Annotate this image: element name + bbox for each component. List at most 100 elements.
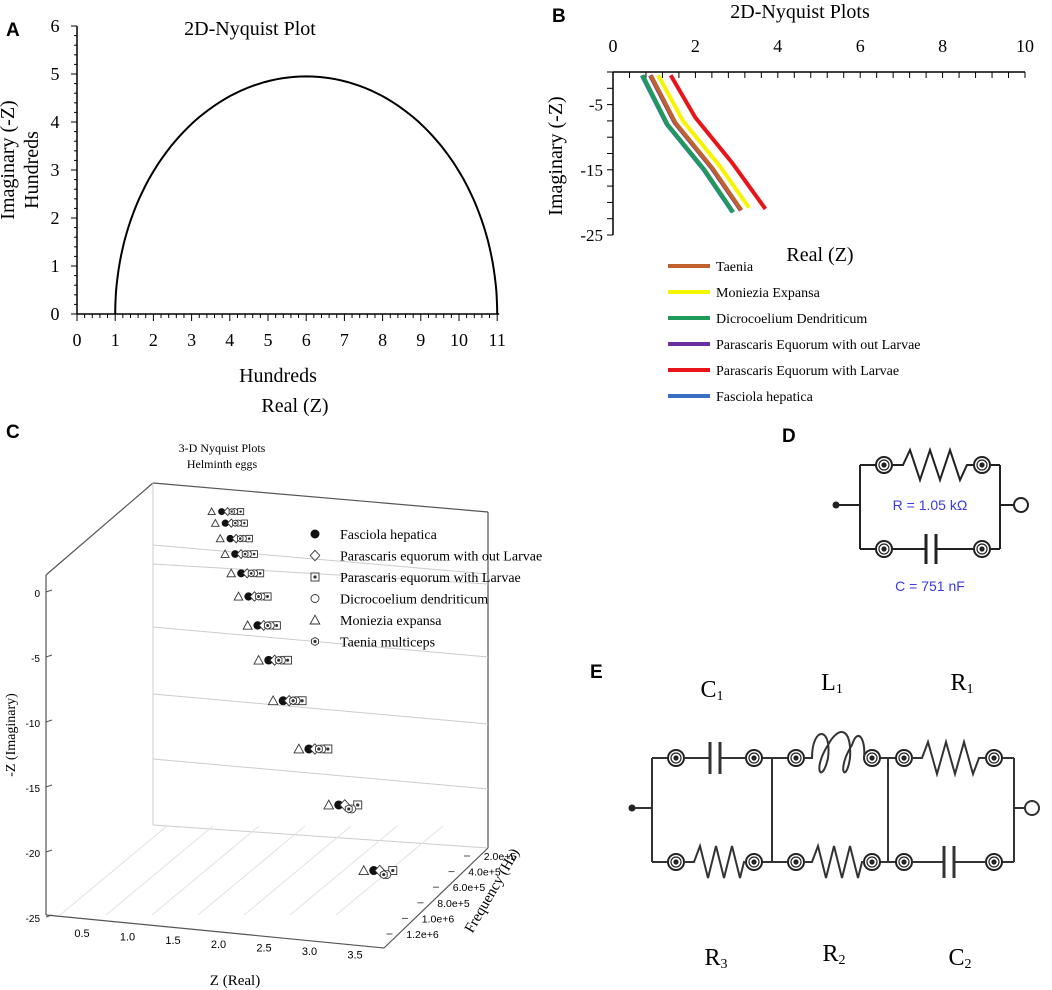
panel-c: C 3-D Nyquist Plots Helminth eggs 0 -5 -10… xyxy=(4,422,542,989)
panel-c-marker-boxed-dot xyxy=(240,519,248,527)
panel-b-x-tick-label: 10 xyxy=(1016,36,1034,56)
panel-e-r2-resistor xyxy=(787,842,881,879)
panel-c-marker-boxed-dot xyxy=(388,866,398,876)
panel-c-marker-triangle xyxy=(233,591,244,601)
panel-b-xlabel: Real (Z) xyxy=(786,244,853,266)
panel-c-z-tick-label: 2.0e+5 xyxy=(484,851,517,863)
panel-b-series-line xyxy=(668,74,768,211)
panel-e-label-r1: R1 xyxy=(950,670,973,697)
panel-c-gridline xyxy=(152,563,489,585)
panel-c-marker-triangle xyxy=(220,549,230,558)
panel-c-ylabel: -Z (Imaginary) xyxy=(4,693,19,777)
panel-a-x-tick-label: 7 xyxy=(340,330,349,350)
panel-c-marker-box-dot xyxy=(266,595,269,598)
panel-e-letter: E xyxy=(590,662,603,683)
panel-c-title: 3-D Nyquist Plots xyxy=(179,441,266,455)
panel-b-x-tick-label: 2 xyxy=(691,36,700,56)
panel-c-marker-triangle xyxy=(226,568,237,578)
panel-b-legend: Taenia Moniezia Expansa Dicrocoelium Dendr… xyxy=(668,260,921,405)
panel-a-x-tick-label: 9 xyxy=(416,330,425,350)
panel-a-xlabel: Real (Z) xyxy=(261,395,328,417)
panel-c-marker-hexagon-dot-center xyxy=(291,699,295,703)
panel-c-legend-label: Parascaris equorum with out Larvae xyxy=(340,550,542,565)
panel-c-marker-hexagon-dot-center xyxy=(257,595,260,598)
panel-b-y-tick-label: -5 xyxy=(589,96,603,115)
panel-c-y-tick xyxy=(45,914,53,918)
panel-c-marker-triangle xyxy=(323,799,335,810)
panel-c-marker-box-dot xyxy=(326,747,330,751)
panel-d-wires xyxy=(836,464,1014,550)
panel-a-x-tick-label: 5 xyxy=(264,330,273,350)
panel-a-x-tick-label: 0 xyxy=(73,330,82,350)
panel-c-y-tick xyxy=(45,784,53,788)
panel-e-input-node xyxy=(628,804,636,812)
panel-c-marker-diamond xyxy=(339,799,351,811)
panel-c-marker-boxed-dot xyxy=(237,508,245,516)
panel-a-x-tick-label: 8 xyxy=(378,330,387,350)
panel-c-marker-hexagon-dot-center xyxy=(238,537,242,540)
panel-c-marker-box-dot xyxy=(239,510,242,513)
panel-c-marker-triangle xyxy=(215,533,225,543)
panel-c-marker-hexagon-dot-center xyxy=(277,658,281,662)
panel-c-frame-line xyxy=(383,847,489,949)
panel-a-letter: A xyxy=(6,20,20,41)
panel-e: E xyxy=(590,662,1040,972)
panel-e-c2-capacitor xyxy=(895,846,1003,878)
panel-c-floor-gridline xyxy=(289,825,398,916)
panel-b-legend-label: Dicrocoelium Dendriticum xyxy=(716,312,867,327)
panel-a-y-tick-label: 6 xyxy=(51,16,60,36)
panel-c-marker-hexagon-dot xyxy=(289,696,297,706)
panel-c-y-tick xyxy=(45,654,53,658)
panel-b-x-tick-label: 0 xyxy=(609,36,618,56)
panel-c-marker-box-dot xyxy=(275,623,279,627)
panel-d-letter: D xyxy=(782,426,796,447)
panel-c-legend-label: Dicrocoelium dendriticum xyxy=(340,593,488,608)
panel-c-frame-line xyxy=(45,914,385,949)
panel-d-resistance-value: R = 1.05 kΩ xyxy=(893,497,968,513)
panel-c-z-tick-label: 1.2e+6 xyxy=(406,929,439,941)
panel-b-y-tick-label: -15 xyxy=(580,161,603,180)
panel-c-marker-box-dot xyxy=(258,571,262,575)
panel-a-x-multiplier: Hundreds xyxy=(239,365,317,387)
panel-c-marker-box-dot xyxy=(286,658,290,662)
panel-c-y-tick-label: -15 xyxy=(26,784,41,795)
panel-c-gridline xyxy=(152,693,489,725)
panel-c-marker-hexagon-dot-center xyxy=(317,747,321,751)
panel-c-x-tick-label: 3.5 xyxy=(347,950,362,962)
panel-a-y-tick-label: 4 xyxy=(51,112,60,132)
panel-d-capacitance-value: C = 751 nF xyxy=(895,578,965,594)
panel-b-x-tick-label: 4 xyxy=(773,36,782,56)
panel-c-legend-label: Parascaris equorum with Larvae xyxy=(340,571,521,586)
panel-c-frame-line xyxy=(152,482,489,513)
panel-c-marker-triangle xyxy=(358,864,370,876)
panel-c-marker-hexagon-dot xyxy=(379,870,388,880)
panel-a-y-multiplier: Hundreds xyxy=(21,131,43,209)
panel-c-marker-hexagon-dot xyxy=(241,550,249,558)
panel-e-label-c1: C1 xyxy=(700,677,723,704)
panel-c-floor-gridline xyxy=(105,825,214,916)
panel-b-series-line xyxy=(656,74,751,209)
panel-c-legend: Fasciola hepatica Parascaris equorum with… xyxy=(309,528,542,651)
panel-a-x-tick-label: 11 xyxy=(489,330,506,350)
panel-c-marker-hexagon-dot-center xyxy=(382,872,386,877)
panel-c-marker-triangle xyxy=(293,743,305,754)
panel-c-marker-triangle xyxy=(210,518,220,527)
panel-b-x-tick-label: 6 xyxy=(856,36,865,56)
panel-c-letter: C xyxy=(6,422,20,443)
panel-c-marker-hexagon-dot xyxy=(232,519,239,527)
panel-e-c1-capacitor xyxy=(667,742,763,774)
panel-b: B 2D-Nyquist Plots 0 2 4 6 8 10 -5 -15 -25 Real … xyxy=(545,1,1034,405)
panel-e-r1-resistor xyxy=(895,738,1003,778)
panel-b-legend-label: Fasciola hepatica xyxy=(716,390,814,405)
panel-c-marker-box-dot xyxy=(391,868,395,873)
panel-c-points xyxy=(207,507,398,880)
panel-c-y-tick xyxy=(45,589,53,593)
panel-c-marker-circle xyxy=(310,594,320,603)
panel-c-gridline xyxy=(152,626,489,658)
panel-a-y-tick-label: 1 xyxy=(51,256,60,276)
panel-c-marker-boxed-dot xyxy=(310,572,320,582)
panel-b-ylabel: Imaginary (-Z) xyxy=(545,96,567,215)
panel-c-marker-hexagon-dot-center xyxy=(347,807,351,811)
panel-c-marker-hexagon-dot-center xyxy=(230,510,233,513)
panel-b-lines xyxy=(640,74,768,214)
